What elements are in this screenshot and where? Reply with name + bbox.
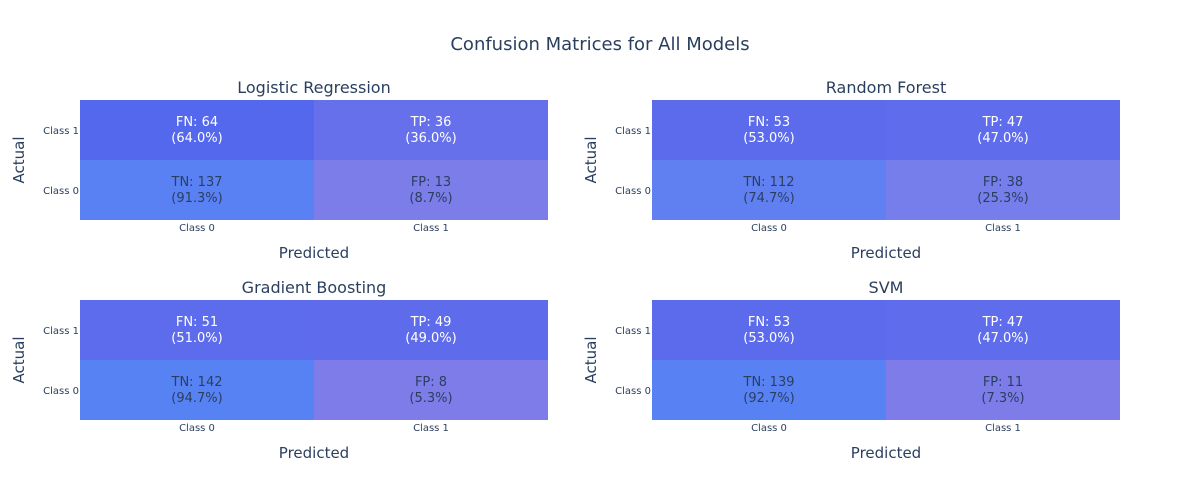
x-tick-label: Class 0 [179,423,215,434]
y-tick-label: Class 0 [43,386,79,397]
cell-percent-label: (94.7%) [171,391,222,406]
subplot-title: SVM [869,278,904,297]
heatmap-cell [80,360,314,420]
x-tick-label: Class 1 [985,423,1021,434]
cell-count-label: TP: 47 [982,115,1024,130]
y-axis-label: Actual [10,137,28,184]
x-tick-label: Class 0 [751,423,787,434]
subplot-title: Logistic Regression [237,78,390,97]
cell-count-label: TP: 47 [982,315,1024,330]
cell-count-label: FN: 53 [748,315,790,330]
x-tick-label: Class 1 [413,423,449,434]
heatmap-cell [80,100,314,160]
heatmap-cell [652,300,886,360]
x-tick-label: Class 1 [985,223,1021,234]
x-axis-label: Predicted [851,244,921,262]
heatmap-cell [886,100,1120,160]
panels-group: Logistic Regression FN: 64(64.0%) TP: 36(3… [10,78,1120,462]
heatmap-panel: Random Forest FN: 53(53.0%) TP: 47(47.0%) T… [582,78,1120,262]
x-tick-label: Class 0 [179,223,215,234]
heatmap-panel: Gradient Boosting FN: 51(51.0%) TP: 49(49.… [10,278,548,462]
subplot-title: Random Forest [826,78,946,97]
x-axis-label: Predicted [851,444,921,462]
cell-count-label: FP: 11 [983,375,1023,390]
cell-percent-label: (47.0%) [977,131,1028,146]
heatmap-cell [80,300,314,360]
heatmap-cell [314,300,548,360]
cell-percent-label: (51.0%) [171,331,222,346]
subplot-title: Gradient Boosting [242,278,387,297]
cell-count-label: FN: 53 [748,115,790,130]
heatmap-cell [314,360,548,420]
cell-percent-label: (53.0%) [743,131,794,146]
heatmap-cell [886,160,1120,220]
heatmap-cell [652,360,886,420]
cell-percent-label: (5.3%) [409,391,452,406]
y-tick-label: Class 1 [615,326,651,337]
cell-percent-label: (53.0%) [743,331,794,346]
y-axis-label: Actual [10,337,28,384]
y-tick-label: Class 1 [43,126,79,137]
y-tick-label: Class 1 [615,126,651,137]
cell-percent-label: (47.0%) [977,331,1028,346]
y-tick-label: Class 0 [43,186,79,197]
y-tick-label: Class 1 [43,326,79,337]
cell-percent-label: (92.7%) [743,391,794,406]
cell-percent-label: (25.3%) [977,191,1028,206]
heatmap-cell [652,100,886,160]
cell-percent-label: (91.3%) [171,191,222,206]
x-axis-label: Predicted [279,444,349,462]
cell-count-label: TN: 137 [171,175,223,190]
cell-count-label: FN: 51 [176,315,218,330]
cell-percent-label: (74.7%) [743,191,794,206]
y-tick-label: Class 0 [615,186,651,197]
y-tick-label: Class 0 [615,386,651,397]
cell-count-label: TP: 36 [410,115,452,130]
heatmap-cell [886,300,1120,360]
x-tick-label: Class 1 [413,223,449,234]
cell-count-label: TP: 49 [410,315,452,330]
cell-count-label: TN: 112 [743,175,795,190]
heatmap-cell [314,100,548,160]
cell-percent-label: (8.7%) [409,191,452,206]
cell-count-label: FP: 8 [415,375,447,390]
cell-percent-label: (64.0%) [171,131,222,146]
y-axis-label: Actual [582,337,600,384]
heatmap-panel: SVM FN: 53(53.0%) TP: 47(47.0%) TN: 139(92.… [582,278,1120,462]
heatmap-panel: Logistic Regression FN: 64(64.0%) TP: 36(3… [10,78,548,262]
cell-count-label: FN: 64 [176,115,218,130]
cell-percent-label: (7.3%) [981,391,1024,406]
heatmap-cell [80,160,314,220]
x-tick-label: Class 0 [751,223,787,234]
figure-title: Confusion Matrices for All Models [450,34,749,55]
heatmap-cell [652,160,886,220]
cell-percent-label: (49.0%) [405,331,456,346]
cell-count-label: TN: 139 [743,375,795,390]
cell-percent-label: (36.0%) [405,131,456,146]
cell-count-label: TN: 142 [171,375,223,390]
heatmap-cell [886,360,1120,420]
cell-count-label: FP: 13 [411,175,451,190]
x-axis-label: Predicted [279,244,349,262]
heatmap-cell [314,160,548,220]
y-axis-label: Actual [582,137,600,184]
cell-count-label: FP: 38 [983,175,1023,190]
